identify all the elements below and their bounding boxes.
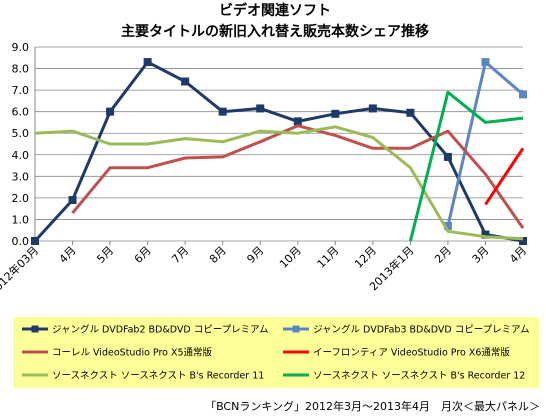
data-point [181,77,190,86]
data-point [481,58,490,67]
legend-item: ソースネクスト ソースネクスト B's Recorder 12 [283,371,525,382]
legend-item: コーレル VideoStudio Pro X5通常版 [22,347,213,359]
data-point [443,152,452,161]
legend-label: ジャングル DVDFab2 BD&DVD コピープレミアム [52,324,269,336]
y-tick-label: 3.0 [12,170,30,183]
legend-box [13,317,539,388]
x-tick-label: 10月 [277,244,304,271]
series-line [34,125,524,241]
data-point [68,196,77,205]
data-point [406,108,415,117]
legend: ジャングル DVDFab2 BD&DVD コピープレミアム ジャングル DVDFa… [13,317,539,388]
legend-label: ソースネクスト ソースネクスト B's Recorder 12 [313,371,525,382]
data-point [106,107,115,116]
legend-item: ジャングル DVDFab2 BD&DVD コピープレミアム [22,324,269,336]
x-tick-label: 5月 [94,244,116,266]
data-point [331,109,340,118]
y-tick-label: 2.0 [12,192,30,205]
y-tick-label: 4.0 [12,149,30,162]
y-axis-ticks: 0.0 1.0 2.0 3.0 4.0 5.0 6.0 7.0 8.0 9.0 [12,41,30,248]
data-point [519,90,527,99]
legend-item: ソースネクスト ソースネクスト B's Recorder 11 [22,371,264,382]
x-tick-label: 4月 [57,244,79,266]
data-point [31,237,39,245]
series-line [33,60,524,243]
y-tick-label: 1.0 [12,213,30,226]
x-tick-label: 7月 [169,244,191,266]
x-tick-label: 9月 [244,244,266,266]
series-line [484,147,525,206]
x-tick-label: 2月 [432,244,454,266]
x-tick-label: 4月 [507,244,529,266]
x-tick-label: 12月 [352,244,379,271]
x-tick-label: 2012年03月 [0,243,41,298]
legend-label: イーフロンティア VideoStudio Pro X6通常版 [313,347,510,359]
chart-title-line-2: 主要タイトルの新旧入れ替え販売本数シェア推移 [121,23,429,40]
series-1 [31,58,527,245]
chart-title-group: ビデオ関連ソフト 主要タイトルの新旧入れ替え販売本数シェア推移 [121,2,429,40]
legend-item: ジャングル DVDFab3 BD&DVD コピープレミアム [283,324,530,336]
y-tick-label: 7.0 [12,84,30,97]
series-3 [71,124,525,229]
legend-item: イーフロンティア VideoStudio Pro X6通常版 [283,347,510,359]
legend-label: ジャングル DVDFab3 BD&DVD コピープレミアム [313,324,530,336]
series-4 [484,147,525,206]
series-line [408,90,524,242]
data-point [293,117,302,126]
data-point [218,107,227,116]
y-tick-label: 0.0 [12,235,30,248]
source-note: 「BCNランキング」2012年3月～2013年4月 月次＜最大パネル＞ [205,399,540,413]
y-tick-label: 6.0 [12,106,30,119]
y-tick-label: 9.0 [12,41,30,54]
x-tick-label: 6月 [132,244,154,266]
x-tick-label: 11月 [315,244,342,271]
chart-title-line-1: ビデオ関連ソフト [219,2,331,19]
series-lines [31,58,527,245]
y-tick-label: 8.0 [12,63,30,76]
data-point [256,104,265,113]
legend-label: ソースネクスト ソースネクスト B's Recorder 11 [52,371,264,382]
x-tick-label: 8月 [207,244,229,266]
legend-marker [31,325,39,333]
series-line [71,124,525,229]
series-6 [408,90,524,242]
data-point [368,104,377,113]
legend-label: コーレル VideoStudio Pro X5通常版 [52,347,213,359]
y-tick-label: 5.0 [12,127,30,140]
x-tick-label: 3月 [470,244,492,266]
series-5 [34,125,524,241]
legend-marker [292,325,300,333]
data-point [143,58,152,67]
